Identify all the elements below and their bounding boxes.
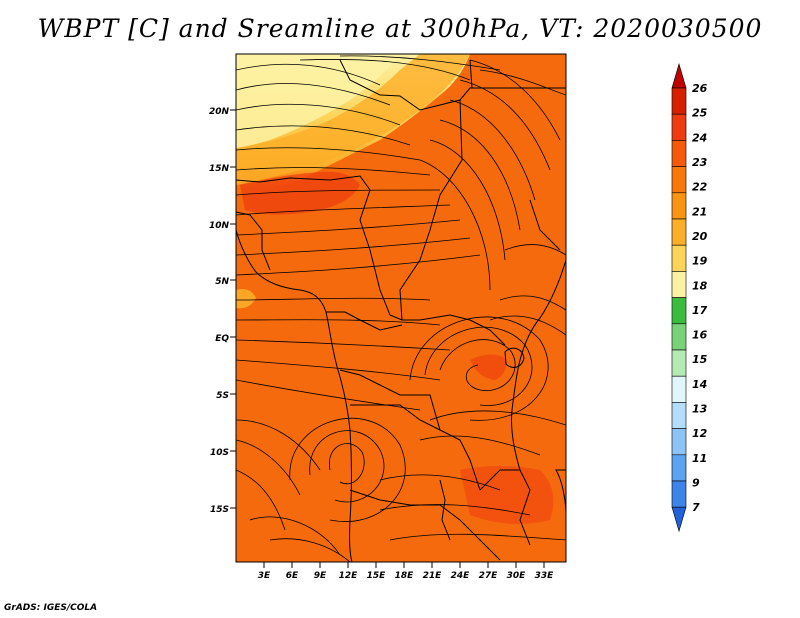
colorbar-swatch — [671, 244, 687, 272]
colorbar-label: 11 — [692, 452, 707, 465]
lat-axis: 20N 15N 10N 5N EQ 5S 10S 15S — [209, 107, 236, 515]
colorbar-arrow-bottom — [671, 506, 687, 533]
colorbar-swatch — [671, 218, 687, 246]
east-africa-coast — [511, 259, 566, 471]
lon-label: 27E — [479, 571, 499, 581]
lon-label: 6E — [286, 571, 299, 581]
lake-victoria — [504, 347, 525, 368]
lon-label: 15E — [367, 571, 387, 581]
lat-label: 15N — [209, 164, 230, 174]
colorbar-label: 9 — [692, 477, 700, 490]
map-area — [236, 54, 566, 562]
colorbar: 26 25 24 23 22 21 20 19 18 17 16 15 14 13 12 11 9 7 — [671, 62, 708, 533]
lat-label: 20N — [209, 107, 230, 117]
colorbar-label: 14 — [692, 378, 707, 391]
border-13 — [529, 199, 561, 251]
colorbar-swatch — [671, 87, 687, 115]
colorbar-label: 25 — [692, 107, 708, 120]
map-frame — [235, 53, 567, 563]
colorbar-label: 15 — [692, 353, 708, 366]
colorbar-swatch — [671, 480, 687, 508]
cool-patch-west — [236, 289, 256, 309]
lat-label: EQ — [215, 334, 229, 344]
lon-label: 24E — [451, 571, 471, 581]
lon-label: 9E — [314, 571, 327, 581]
lat-label: 10N — [209, 221, 230, 231]
lon-label: 12E — [339, 571, 359, 581]
colorbar-arrow-top — [671, 62, 687, 89]
colorbar-label: 18 — [692, 279, 708, 292]
border-8 — [349, 489, 501, 561]
border-7 — [350, 404, 441, 431]
colorbar-label: 16 — [692, 329, 708, 342]
madagascar — [555, 469, 566, 516]
colorbar-swatch — [671, 271, 687, 298]
lon-label: 3E — [258, 571, 271, 581]
streamlines — [236, 55, 566, 562]
border-1 — [339, 59, 566, 111]
lat-label: 15S — [210, 505, 229, 515]
lat-label: 5S — [216, 391, 229, 401]
colorbar-label: 19 — [692, 255, 708, 268]
colorbar-swatch — [671, 192, 687, 220]
border-9 — [439, 479, 451, 541]
colorbar-label: 23 — [692, 156, 708, 169]
warm-region-east — [470, 354, 507, 380]
colorbar-label: 17 — [692, 304, 708, 317]
warm-region-south — [460, 466, 554, 524]
colorbar-swatch — [671, 454, 687, 482]
lon-axis: 3E 6E 9E 12E 15E 18E 21E 24E 27E 30E 33E — [258, 562, 554, 581]
lon-label: 30E — [507, 571, 527, 581]
colorbar-swatch — [671, 166, 687, 194]
colorbar-label: 13 — [692, 403, 708, 416]
colorbar-swatch — [671, 140, 687, 167]
orange-band-north — [236, 54, 470, 185]
border-3 — [399, 99, 463, 321]
colorbar-swatch — [671, 402, 687, 429]
colorbar-label: 26 — [692, 82, 708, 95]
colorbar-swatch — [671, 297, 687, 325]
colorbar-label: 21 — [692, 205, 707, 218]
colorbar-swatch — [671, 375, 687, 403]
lon-label: 33E — [535, 571, 555, 581]
lon-label: 18E — [395, 571, 415, 581]
border-12 — [469, 59, 473, 89]
border-2 — [236, 175, 371, 251]
border-11 — [236, 211, 271, 271]
yellow-core-north — [236, 54, 400, 148]
west-africa-coast — [236, 229, 353, 562]
colorbar-swatch — [671, 349, 687, 377]
lon-label: 21E — [423, 571, 443, 581]
warm-region-sahel — [240, 171, 360, 215]
chart-title: WBPT [C] and Sreamline at 300hPa, VT: 20… — [37, 14, 763, 43]
border-5 — [326, 311, 403, 331]
border-6 — [339, 369, 481, 491]
colorbar-label: 20 — [692, 230, 708, 243]
colorbar-swatch — [671, 323, 687, 351]
colorbar-label: 24 — [692, 131, 707, 144]
border-4 — [369, 249, 506, 346]
colorbar-label: 22 — [692, 181, 708, 194]
political-borders — [236, 59, 566, 562]
border-10 — [479, 469, 531, 546]
colorbar-label: 12 — [692, 427, 708, 440]
colorbar-swatch — [671, 428, 687, 456]
colorbar-label: 7 — [692, 501, 700, 514]
footer-credit: GrADS: IGES/COLA — [4, 603, 98, 613]
lat-label: 10S — [210, 448, 229, 458]
lat-label: 5N — [215, 277, 229, 287]
colorbar-swatch — [671, 113, 687, 141]
